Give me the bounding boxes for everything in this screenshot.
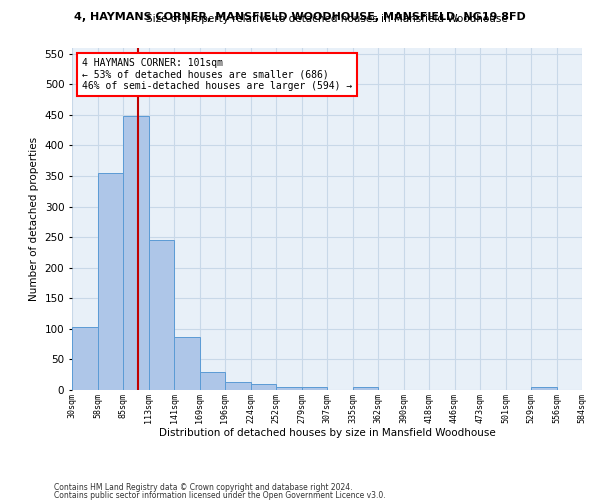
Bar <box>97 174 123 390</box>
Text: 4, HAYMANS CORNER, MANSFIELD WOODHOUSE, MANSFIELD, NG19 8FD: 4, HAYMANS CORNER, MANSFIELD WOODHOUSE, … <box>74 12 526 22</box>
Bar <box>123 116 149 390</box>
Bar <box>353 387 378 390</box>
X-axis label: Distribution of detached houses by size in Mansfield Woodhouse: Distribution of detached houses by size … <box>158 428 496 438</box>
Bar <box>72 327 97 390</box>
Text: 4 HAYMANS CORNER: 101sqm
← 53% of detached houses are smaller (686)
46% of semi-: 4 HAYMANS CORNER: 101sqm ← 53% of detach… <box>82 58 352 91</box>
Title: Size of property relative to detached houses in Mansfield Woodhouse: Size of property relative to detached ho… <box>146 14 508 24</box>
Text: Contains public sector information licensed under the Open Government Licence v3: Contains public sector information licen… <box>54 490 386 500</box>
Y-axis label: Number of detached properties: Number of detached properties <box>29 136 39 301</box>
Bar <box>302 387 327 390</box>
Bar <box>531 387 557 390</box>
Bar <box>225 382 251 390</box>
Bar <box>149 240 174 390</box>
Text: Contains HM Land Registry data © Crown copyright and database right 2024.: Contains HM Land Registry data © Crown c… <box>54 484 353 492</box>
Bar <box>174 337 199 390</box>
Bar <box>199 372 225 390</box>
Bar <box>276 387 302 390</box>
Bar <box>251 384 276 390</box>
